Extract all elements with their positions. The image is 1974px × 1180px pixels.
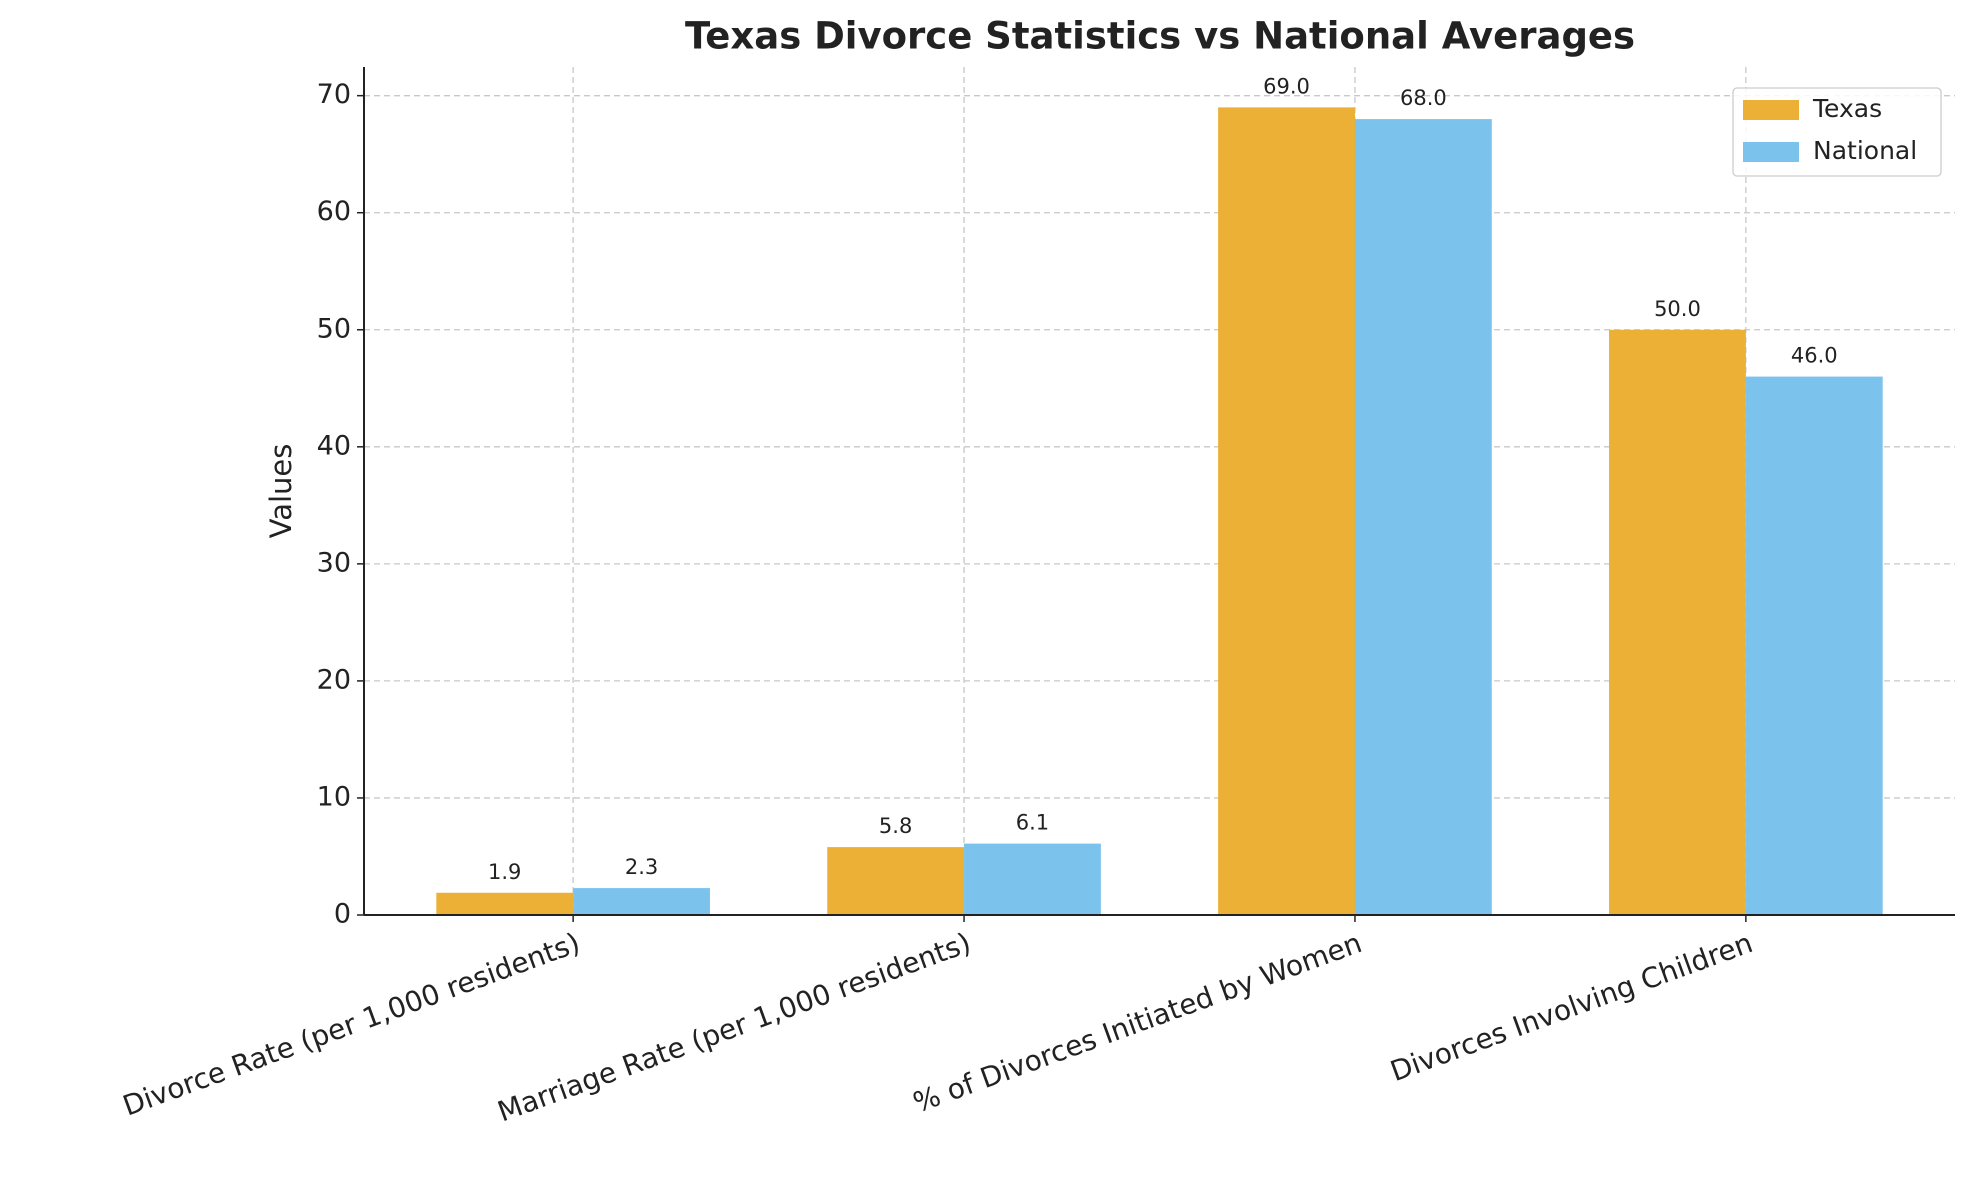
legend-swatch	[1743, 142, 1799, 162]
value-label: 5.8	[879, 814, 912, 838]
value-label: 6.1	[1016, 811, 1049, 835]
value-label: 69.0	[1263, 74, 1310, 98]
bar	[964, 843, 1101, 915]
legend-label: National	[1813, 136, 1917, 165]
legend-swatch	[1743, 100, 1799, 120]
bar	[1745, 376, 1883, 916]
y-tick-label: 10	[317, 781, 351, 812]
x-tick-label: Divorces Involving Children	[1386, 926, 1757, 1088]
y-tick-label: 30	[317, 547, 351, 578]
bar	[436, 892, 574, 915]
chart-title: Texas Divorce Statistics vs National Ave…	[685, 15, 1635, 58]
y-tick-label: 40	[317, 430, 351, 461]
value-label: 2.3	[625, 855, 658, 879]
value-label: 46.0	[1791, 344, 1838, 368]
bar	[827, 847, 965, 915]
bar	[1609, 329, 1746, 915]
value-label: 1.9	[488, 860, 521, 884]
x-tick-label: % of Divorces Initiated by Women	[909, 926, 1366, 1119]
y-tick-label: 60	[317, 196, 351, 227]
y-tick-label: 50	[317, 313, 351, 344]
value-label: 68.0	[1400, 86, 1447, 110]
y-tick-label: 70	[317, 79, 351, 110]
bar	[573, 888, 710, 915]
bar	[1354, 119, 1492, 916]
legend-label: Texas	[1812, 94, 1882, 123]
value-label: 50.0	[1654, 297, 1701, 321]
y-axis-label: Values	[264, 444, 298, 539]
y-tick-label: 20	[317, 664, 351, 695]
y-tick-label: 0	[334, 899, 351, 930]
bar	[1218, 107, 1355, 915]
